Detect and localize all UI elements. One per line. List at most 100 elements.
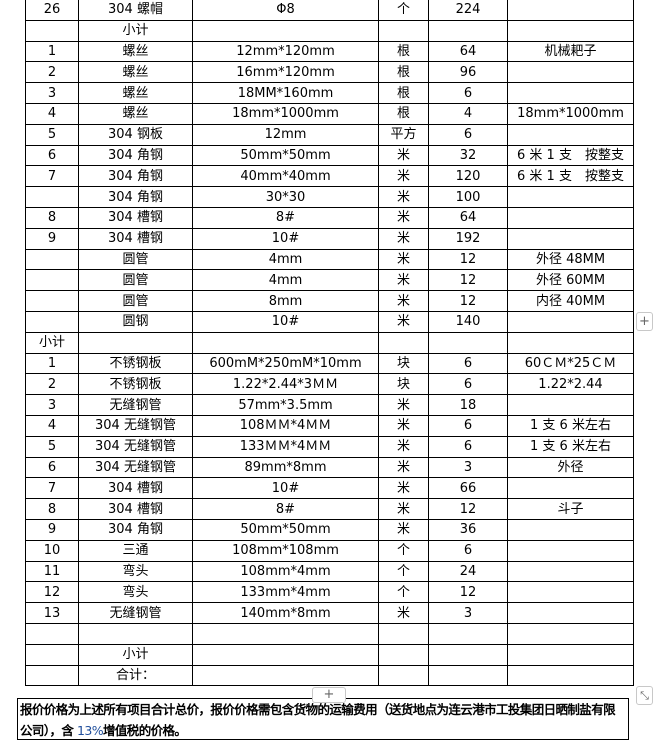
cell-quantity[interactable]: 140 <box>428 310 508 333</box>
cell-index[interactable] <box>25 664 79 687</box>
cell-remark[interactable] <box>507 518 634 541</box>
cell-remark[interactable] <box>507 82 634 104</box>
cell-remark[interactable] <box>507 560 634 583</box>
cell-remark[interactable] <box>507 186 634 208</box>
cell-specification[interactable]: 8mm <box>192 290 379 312</box>
cell-index[interactable]: 5 <box>25 435 79 458</box>
cell-item-name[interactable]: 304 角钢 <box>78 518 193 541</box>
cell-quantity[interactable]: 6 <box>428 352 508 375</box>
cell-index[interactable]: 2 <box>25 61 79 84</box>
cell-index[interactable] <box>25 269 79 292</box>
cell-unit[interactable]: 根 <box>378 61 429 84</box>
cell-item-name[interactable]: 304 角钢 <box>78 165 193 188</box>
cell-specification[interactable]: 18mm*1000mm <box>192 102 379 125</box>
cell-remark[interactable] <box>507 602 634 624</box>
cell-unit[interactable]: 米 <box>378 498 429 520</box>
cell-item-name[interactable]: 合计： <box>78 664 193 687</box>
cell-specification[interactable]: 50mm*50mm <box>192 518 379 541</box>
cell-index[interactable] <box>25 186 79 208</box>
cell-quantity[interactable]: 6 <box>428 123 508 146</box>
cell-index[interactable] <box>25 19 79 42</box>
cell-remark[interactable] <box>507 643 634 666</box>
cell-remark[interactable]: 1 支 6 米左右 <box>507 414 634 437</box>
cell-item-name[interactable] <box>78 331 193 354</box>
cell-unit[interactable]: 米 <box>378 227 429 250</box>
cell-remark[interactable] <box>507 331 634 354</box>
cell-remark[interactable] <box>507 581 634 604</box>
cell-unit[interactable]: 平方 <box>378 123 429 146</box>
cell-item-name[interactable]: 304 螺帽 <box>78 0 193 21</box>
cell-remark[interactable] <box>507 310 634 333</box>
cell-remark[interactable] <box>507 19 634 42</box>
cell-unit[interactable]: 个 <box>378 560 429 583</box>
cell-quantity[interactable]: 12 <box>428 498 508 520</box>
cell-specification[interactable]: 57mm*3.5mm <box>192 394 379 416</box>
cell-remark[interactable]: 内径 40MM <box>507 290 634 312</box>
cell-index[interactable]: 12 <box>25 581 79 604</box>
cell-specification[interactable]: 108ＭＭ*4ＭＭ <box>192 414 379 437</box>
cell-quantity[interactable]: 12 <box>428 581 508 604</box>
cell-index[interactable]: 3 <box>25 394 79 416</box>
cell-index[interactable] <box>25 310 79 333</box>
cell-index[interactable]: 8 <box>25 206 79 229</box>
cell-unit[interactable]: 米 <box>378 518 429 541</box>
cell-specification[interactable]: 108mm*4mm <box>192 560 379 583</box>
cell-unit[interactable]: 米 <box>378 206 429 229</box>
cell-specification[interactable]: 12mm*120mm <box>192 40 379 63</box>
cell-specification[interactable]: 1.22*2.44*3ＭＭ <box>192 373 379 396</box>
cell-remark[interactable]: 1 支 6 米左右 <box>507 435 634 458</box>
cell-remark[interactable]: 外径 <box>507 456 634 479</box>
cell-specification[interactable]: 10# <box>192 310 379 333</box>
cell-item-name[interactable]: 304 角钢 <box>78 144 193 167</box>
cell-quantity[interactable]: 36 <box>428 518 508 541</box>
cell-remark[interactable]: 60ＣＭ*25ＣＭ <box>507 352 634 375</box>
cell-specification[interactable]: 10# <box>192 477 379 500</box>
cell-item-name[interactable]: 螺丝 <box>78 82 193 104</box>
cell-specification[interactable] <box>192 664 379 687</box>
cell-specification[interactable]: 16mm*120mm <box>192 61 379 84</box>
cell-unit[interactable]: 根 <box>378 40 429 63</box>
cell-unit[interactable]: 米 <box>378 435 429 458</box>
cell-item-name[interactable]: 304 槽钢 <box>78 227 193 250</box>
cell-remark[interactable] <box>507 123 634 146</box>
cell-unit[interactable]: 块 <box>378 373 429 396</box>
cell-item-name[interactable]: 304 角钢 <box>78 186 193 208</box>
cell-quantity[interactable]: 64 <box>428 206 508 229</box>
cell-quantity[interactable]: 6 <box>428 373 508 396</box>
resize-icon[interactable]: ⤡ <box>636 686 653 705</box>
cell-quantity[interactable] <box>428 622 508 645</box>
cell-unit[interactable]: 米 <box>378 414 429 437</box>
cell-unit[interactable]: 米 <box>378 144 429 167</box>
cell-quantity[interactable]: 3 <box>428 602 508 624</box>
cell-index[interactable]: 小计 <box>25 331 79 354</box>
cell-quantity[interactable] <box>428 19 508 42</box>
cell-remark[interactable] <box>507 227 634 250</box>
cell-item-name[interactable]: 304 无缝钢管 <box>78 456 193 479</box>
cell-quantity[interactable]: 12 <box>428 248 508 271</box>
cell-index[interactable] <box>25 290 79 312</box>
cell-specification[interactable] <box>192 331 379 354</box>
cell-specification[interactable]: 600mM*250mM*10mm <box>192 352 379 375</box>
cell-item-name[interactable]: 304 无缝钢管 <box>78 435 193 458</box>
cell-remark[interactable] <box>507 61 634 84</box>
cell-index[interactable]: 7 <box>25 165 79 188</box>
cell-remark[interactable] <box>507 206 634 229</box>
cell-unit[interactable] <box>378 622 429 645</box>
cell-item-name[interactable]: 弯头 <box>78 581 193 604</box>
cell-remark[interactable] <box>507 0 634 21</box>
cell-index[interactable]: 6 <box>25 144 79 167</box>
cell-remark[interactable]: 外径 60MM <box>507 269 634 292</box>
cell-unit[interactable]: 个 <box>378 581 429 604</box>
cell-item-name[interactable]: 304 槽钢 <box>78 498 193 520</box>
add-column-button[interactable]: + <box>636 312 653 331</box>
cell-remark[interactable]: 斗子 <box>507 498 634 520</box>
cell-unit[interactable]: 米 <box>378 394 429 416</box>
cell-specification[interactable] <box>192 622 379 645</box>
cell-quantity[interactable]: 64 <box>428 40 508 63</box>
cell-remark[interactable] <box>507 664 634 687</box>
cell-quantity[interactable]: 32 <box>428 144 508 167</box>
cell-index[interactable] <box>25 622 79 645</box>
cell-specification[interactable]: 40mm*40mm <box>192 165 379 188</box>
cell-item-name[interactable]: 圆管 <box>78 290 193 312</box>
cell-quantity[interactable]: 3 <box>428 456 508 479</box>
